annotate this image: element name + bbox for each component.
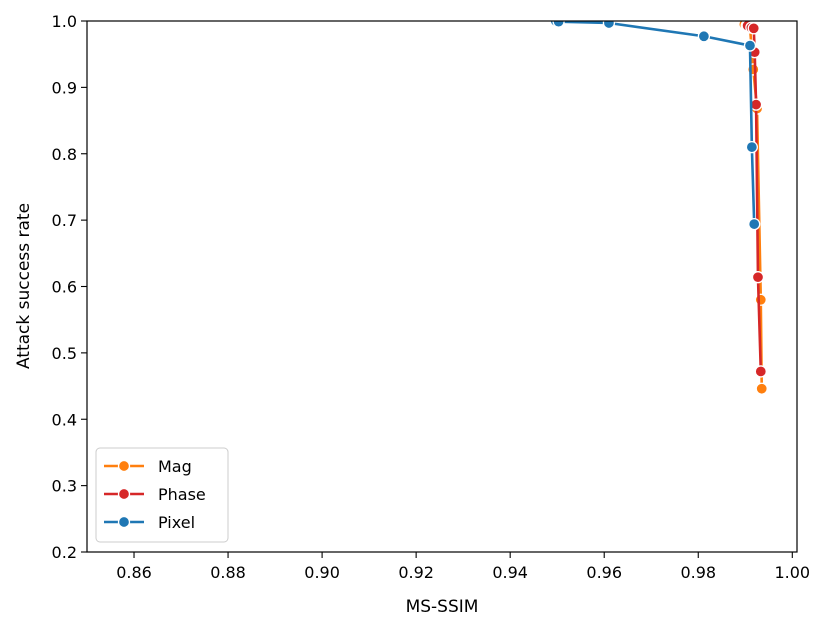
x-axis-label: MS-SSIM — [406, 597, 479, 617]
y-tick-label: 0.8 — [52, 145, 77, 164]
x-tick-label: 0.92 — [398, 563, 434, 582]
y-tick-label: 0.4 — [52, 410, 77, 429]
y-tick-label: 0.9 — [52, 78, 77, 97]
legend: Mag Phase Pixel — [95, 447, 229, 543]
data-point-pixel — [745, 140, 759, 154]
y-tick-label: 0.7 — [52, 211, 77, 230]
x-axis: 0.86 0.88 0.90 0.92 0.94 0.96 0.98 1.00 — [116, 552, 810, 582]
legend-marker-phase — [117, 487, 131, 501]
data-point-pixel — [697, 30, 711, 43]
x-tick-label: 0.94 — [492, 563, 528, 582]
legend-marker-mag — [117, 459, 131, 473]
y-axis: 0.2 0.3 0.4 0.5 0.6 0.7 0.8 0.9 1.0 — [52, 12, 87, 562]
y-tick-label: 1.0 — [52, 12, 77, 31]
legend-marker-pixel — [117, 515, 131, 529]
data-point-pixel — [602, 21, 616, 30]
data-point-phase — [754, 365, 767, 378]
data-point-pixel — [552, 21, 565, 28]
y-axis-label: Attack success rate — [14, 203, 34, 369]
legend-label-pixel: Pixel — [158, 513, 195, 532]
data-point-phase — [751, 271, 765, 284]
y-tick-label: 0.3 — [52, 477, 77, 496]
x-tick-label: 1.00 — [774, 563, 810, 582]
y-tick-label: 0.5 — [52, 344, 77, 363]
x-tick-label: 0.98 — [680, 563, 716, 582]
legend-label-mag: Mag — [158, 457, 192, 476]
data-point-pixel — [748, 217, 761, 231]
data-point-mag — [755, 382, 768, 395]
data-point-pixel — [743, 39, 757, 52]
y-tick-label: 0.6 — [52, 278, 77, 297]
x-tick-label: 0.88 — [210, 563, 246, 582]
x-tick-label: 0.96 — [586, 563, 622, 582]
data-point-phase — [747, 22, 760, 35]
data-point-mag — [754, 293, 767, 306]
legend-label-phase: Phase — [158, 485, 206, 504]
x-tick-label: 0.86 — [116, 563, 152, 582]
series-layer — [549, 21, 768, 395]
y-tick-label: 0.2 — [52, 543, 77, 562]
x-tick-label: 0.90 — [304, 563, 340, 582]
